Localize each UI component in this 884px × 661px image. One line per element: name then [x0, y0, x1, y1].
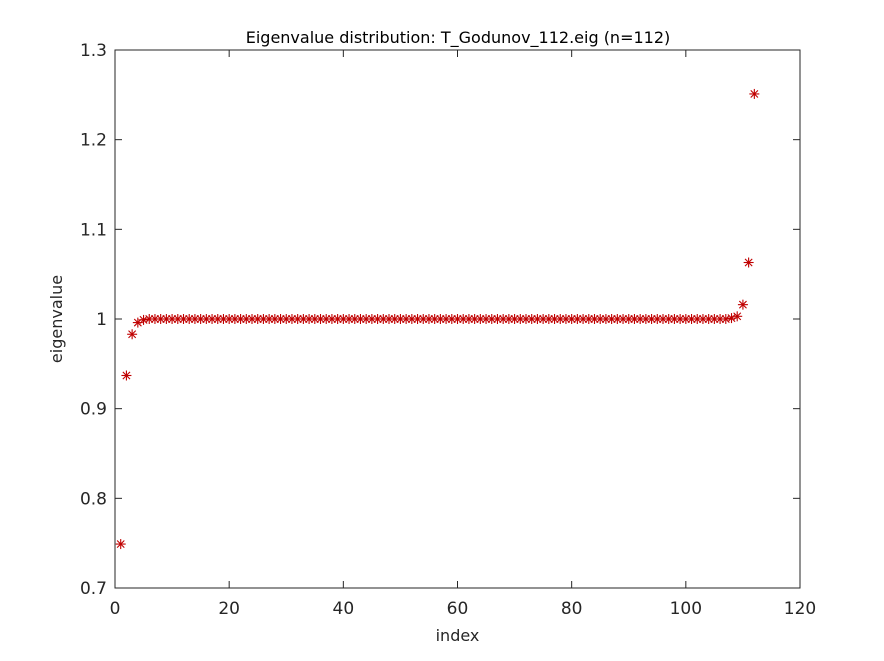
data-point: [549, 314, 560, 324]
data-point: [458, 314, 469, 324]
y-axis-label: eigenvalue: [47, 275, 66, 363]
data-point: [737, 299, 748, 310]
x-axis: 0 20 40 60 80 100 120: [110, 50, 816, 619]
data-point: [366, 314, 377, 324]
y-tick-label: 1.2: [80, 131, 107, 151]
data-point: [372, 314, 383, 324]
x-axis-label: index: [436, 626, 480, 645]
data-point: [521, 314, 531, 324]
data-point: [595, 314, 606, 324]
data-point: [618, 314, 629, 324]
x-tick-label: 40: [333, 599, 355, 619]
data-point: [212, 314, 223, 324]
data-point: [429, 314, 440, 324]
data-point: [732, 311, 743, 322]
data-point: [612, 314, 623, 324]
data-points: [115, 88, 760, 550]
data-point: [252, 314, 263, 324]
y-tick-label: 1.1: [80, 220, 107, 240]
data-point: [315, 314, 326, 324]
x-tick-label: 0: [110, 599, 121, 619]
y-tick-label: 0.9: [80, 400, 107, 420]
data-point: [344, 314, 355, 324]
x-tick-label: 20: [218, 599, 240, 619]
x-tick-label: 60: [447, 599, 469, 619]
data-point: [743, 257, 754, 268]
data-point: [127, 329, 138, 340]
data-point: [195, 314, 206, 324]
data-point: [680, 314, 691, 324]
data-point: [172, 314, 183, 324]
y-tick-label: 1.3: [80, 41, 107, 61]
data-point: [663, 314, 674, 324]
data-point: [560, 314, 571, 324]
data-point: [486, 314, 497, 324]
data-point: [446, 314, 457, 324]
data-point: [475, 314, 486, 324]
data-point: [121, 370, 132, 381]
data-point: [321, 314, 332, 324]
chart-title: Eigenvalue distribution: T_Godunov_112.e…: [246, 28, 671, 48]
x-tick-label: 80: [561, 599, 583, 619]
data-point: [207, 314, 218, 324]
x-tick-label: 120: [784, 599, 816, 619]
data-point: [264, 314, 275, 324]
data-point: [749, 88, 760, 99]
y-axis: 0.7 0.8 0.9 1 1.1 1.2 1.3: [80, 41, 800, 599]
data-point: [720, 314, 731, 324]
y-tick-label: 0.7: [80, 579, 107, 599]
data-point: [543, 314, 554, 324]
data-point: [184, 314, 195, 324]
data-point: [669, 314, 680, 324]
y-tick-label: 1: [96, 310, 107, 330]
data-point: [572, 314, 583, 324]
data-point: [115, 539, 126, 550]
data-point: [652, 314, 663, 324]
x-tick-label: 100: [670, 599, 702, 619]
y-tick-label: 0.8: [80, 489, 107, 509]
